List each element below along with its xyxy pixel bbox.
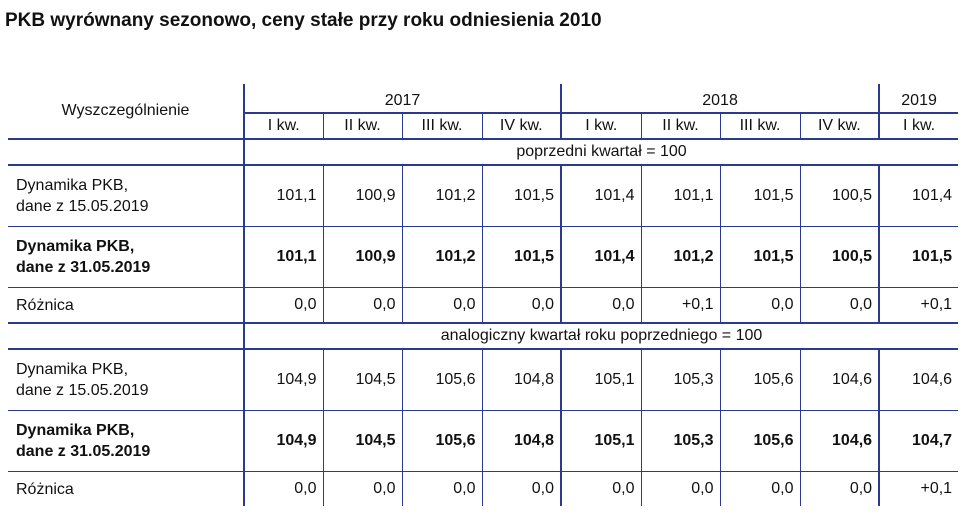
- value-cell: 0,0: [322, 471, 402, 506]
- value-cell: 101,1: [243, 226, 323, 288]
- value-cell: 0,0: [719, 471, 801, 506]
- header-label: Wyszczególnienie: [61, 102, 190, 119]
- value-cell: 104,6: [878, 349, 959, 411]
- value-cell: 105,6: [401, 410, 482, 472]
- row-label-line2: dane z 15.05.2019: [16, 382, 149, 399]
- quarter-header: IV kw.: [481, 113, 562, 140]
- value-cell: 105,6: [719, 410, 801, 472]
- value-cell: 0,0: [560, 471, 642, 506]
- row-label: Różnica: [8, 471, 244, 506]
- row-label-line1: Różnica: [16, 296, 74, 314]
- value-cell: 104,6: [799, 349, 880, 411]
- value-cell: 0,0: [322, 287, 402, 323]
- section-heading: analogiczny kwartał roku poprzedniego = …: [242, 322, 959, 350]
- quarter-header: II kw.: [640, 113, 721, 140]
- value-cell: 105,1: [560, 410, 642, 472]
- value-cell: 0,0: [401, 287, 482, 323]
- value-cell: +0,1: [640, 287, 721, 323]
- table-row: Dynamika PKB, dane z 15.05.2019 104,9 104,5…: [8, 349, 959, 411]
- table-row: Dynamika PKB, dane z 31.05.2019 104,9 104,5…: [8, 410, 959, 472]
- quarter-header: I kw.: [878, 113, 959, 140]
- table-row: Dynamika PKB, dane z 15.05.2019 101,1 100,9…: [8, 165, 959, 227]
- value-cell: 100,5: [799, 165, 880, 227]
- value-cell: 100,5: [799, 226, 880, 288]
- row-label-line2: dane z 31.05.2019: [16, 259, 151, 276]
- year-header: 2019: [878, 84, 959, 114]
- value-cell: 105,1: [560, 349, 642, 411]
- value-cell: 101,5: [481, 226, 562, 288]
- row-label: Różnica: [8, 287, 244, 323]
- value-cell: 104,9: [243, 410, 323, 472]
- value-cell: 104,5: [322, 410, 402, 472]
- quarter-header: III kw.: [401, 113, 482, 140]
- value-cell: 0,0: [560, 287, 642, 323]
- value-cell: 101,2: [401, 226, 482, 288]
- row-label-line2: dane z 31.05.2019: [16, 443, 151, 460]
- value-cell: 101,4: [560, 165, 642, 227]
- value-cell: 101,5: [719, 226, 801, 288]
- row-label: Dynamika PKB, dane z 31.05.2019: [8, 410, 244, 472]
- gdp-table: Wyszczególnienie 2017 2018 2019 I kw. II kw. I…: [8, 84, 959, 506]
- value-cell: 104,8: [481, 349, 562, 411]
- value-cell: 104,8: [481, 410, 562, 472]
- value-cell: 101,2: [640, 226, 721, 288]
- value-cell: 0,0: [799, 471, 880, 506]
- quarter-header: II kw.: [322, 113, 402, 140]
- row-label-line1: Dynamika PKB,: [16, 422, 135, 439]
- value-cell: +0,1: [878, 471, 959, 506]
- value-cell: 101,5: [719, 165, 801, 227]
- row-label: Dynamika PKB, dane z 15.05.2019: [8, 165, 244, 227]
- quarter-header: III kw.: [719, 113, 801, 140]
- value-cell: 100,9: [322, 165, 402, 227]
- value-cell: 105,6: [719, 349, 801, 411]
- value-cell: 0,0: [243, 471, 323, 506]
- row-label: Dynamika PKB, dane z 31.05.2019: [8, 226, 244, 288]
- row-label-line1: Dynamika PKB,: [16, 238, 135, 255]
- value-cell: 105,6: [401, 349, 482, 411]
- header-quarter-row: I kw. II kw. III kw. IV kw. I kw. II kw. III k…: [8, 113, 959, 140]
- table-row: Różnica 0,0 0,0 0,0 0,0 0,0 0,0 0,0 0,0 +0,1: [8, 471, 959, 506]
- year-header: 2017: [242, 84, 562, 114]
- quarter-header: I kw.: [243, 113, 323, 140]
- header-year-row: Wyszczególnienie 2017 2018 2019: [8, 84, 959, 119]
- value-cell: 101,5: [481, 165, 562, 227]
- section-heading-row: analogiczny kwartał roku poprzedniego = …: [8, 322, 959, 350]
- table-title: PKB wyrównany sezonowo, ceny stałe przy …: [5, 10, 602, 31]
- value-cell: 101,4: [878, 165, 959, 227]
- value-cell: 104,9: [243, 349, 323, 411]
- value-cell: 101,1: [243, 165, 323, 227]
- row-label-line1: Dynamika PKB,: [16, 177, 129, 194]
- value-cell: +0,1: [878, 287, 959, 323]
- year-header: 2018: [560, 84, 880, 114]
- value-cell: 104,7: [878, 410, 959, 472]
- section-heading: poprzedni kwartał = 100: [242, 138, 959, 166]
- value-cell: 101,2: [401, 165, 482, 227]
- value-cell: 0,0: [640, 471, 721, 506]
- row-label-line2: dane z 15.05.2019: [16, 198, 149, 215]
- table-row: Dynamika PKB, dane z 31.05.2019 101,1 100,9…: [8, 226, 959, 288]
- row-label-line1: Dynamika PKB,: [16, 361, 129, 378]
- section-heading-row: poprzedni kwartał = 100: [8, 138, 959, 166]
- value-cell: 0,0: [401, 471, 482, 506]
- value-cell: 0,0: [481, 471, 562, 506]
- value-cell: 104,5: [322, 349, 402, 411]
- value-cell: 101,1: [640, 165, 721, 227]
- value-cell: 0,0: [719, 287, 801, 323]
- value-cell: 0,0: [799, 287, 880, 323]
- quarter-header: I kw.: [560, 113, 642, 140]
- value-cell: 105,3: [640, 410, 721, 472]
- value-cell: 105,3: [640, 349, 721, 411]
- quarter-header: IV kw.: [799, 113, 880, 140]
- row-label-line1: Różnica: [16, 480, 74, 498]
- value-cell: 101,4: [560, 226, 642, 288]
- value-cell: 104,6: [799, 410, 880, 472]
- value-cell: 0,0: [481, 287, 562, 323]
- value-cell: 100,9: [322, 226, 402, 288]
- value-cell: 101,5: [878, 226, 959, 288]
- table-row: Różnica 0,0 0,0 0,0 0,0 0,0 +0,1 0,0 0,0 +0,1: [8, 287, 959, 323]
- value-cell: 0,0: [243, 287, 323, 323]
- row-label: Dynamika PKB, dane z 15.05.2019: [8, 349, 244, 411]
